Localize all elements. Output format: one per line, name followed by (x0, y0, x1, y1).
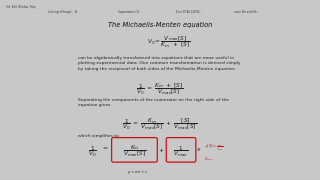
Text: $V_{max}$: $V_{max}$ (204, 155, 214, 163)
Text: $x$: $x$ (196, 145, 201, 152)
Text: exam 4th and 5th...: exam 4th and 5th... (234, 10, 258, 14)
Text: Separateweis (1)...: Separateweis (1)... (118, 10, 142, 14)
Text: Lehrenger Posegut...  A: Lehrenger Posegut... A (48, 10, 77, 14)
Text: The Michaelis-Menten equation: The Michaelis-Menten equation (108, 22, 212, 28)
Text: $\dfrac{1}{V_0}\ =\ \dfrac{K_m}{V_{max}[S]}\ +\ \dfrac{[S]}{V_{max}[S]}$: $\dfrac{1}{V_0}\ =\ \dfrac{K_m}{V_{max}[… (123, 116, 197, 132)
Text: which simplifies to: which simplifies to (77, 134, 118, 138)
Text: Econ 10 AU [2020]...: Econ 10 AU [2020]... (176, 10, 202, 14)
Text: $\dfrac{1}{V_0}\ =\ \dfrac{K_m\ +\ [S]}{V_{max}[S]}$: $\dfrac{1}{V_0}\ =\ \dfrac{K_m\ +\ [S]}{… (136, 81, 184, 97)
Text: $V_0 = \dfrac{V_{max}[S]}{K_m\ +\ [S]}$: $V_0 = \dfrac{V_{max}[S]}{K_m\ +\ [S]}$ (147, 35, 191, 50)
Text: can be algebraically transformed into equations that are more useful in
plotting: can be algebraically transformed into eq… (77, 56, 240, 71)
Text: $-[S] = \frac{K_m}{V_{max}}$: $-[S] = \frac{K_m}{V_{max}}$ (204, 143, 224, 153)
Text: File  Edit  Window  Help: File Edit Window Help (6, 5, 36, 9)
Text: $y = mx + c$: $y = mx + c$ (127, 168, 149, 176)
Text: Separating the components of the numerator on the right side of the
equation giv: Separating the components of the numerat… (77, 98, 228, 107)
Text: $+$: $+$ (158, 145, 164, 154)
Text: $\dfrac{K_m}{V_{max}[S]}$: $\dfrac{K_m}{V_{max}[S]}$ (123, 144, 147, 159)
Text: $\dfrac{1}{V_0}$: $\dfrac{1}{V_0}$ (87, 144, 96, 159)
Text: $=$: $=$ (101, 145, 108, 150)
Text: $\dfrac{1}{V_{max}}$: $\dfrac{1}{V_{max}}$ (173, 144, 188, 159)
